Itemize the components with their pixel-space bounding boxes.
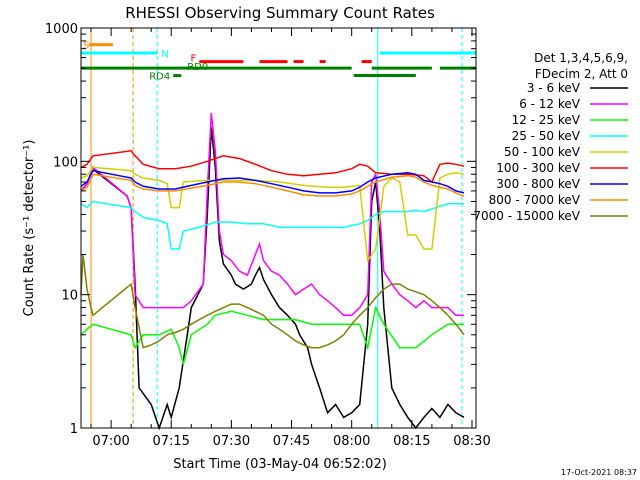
flag-label: S xyxy=(83,41,89,52)
series-line-8 xyxy=(80,254,465,349)
legend-label: 800 - 7000 keV xyxy=(489,193,581,207)
timestamp: 17-Oct-2021 08:37 xyxy=(561,468,637,477)
legend-items: 3 - 6 keV 6 - 12 keV 12 - 25 keV 25 - 50 ke… xyxy=(473,81,628,223)
series-line-4 xyxy=(80,166,465,263)
flag-label: RD0 xyxy=(187,62,208,73)
series-line-1 xyxy=(80,113,464,317)
series-line-2 xyxy=(80,305,464,365)
legend-label: 12 - 25 keV xyxy=(512,113,581,127)
chart-title: RHESSI Observing Summary Count Rates xyxy=(125,4,435,22)
x-tick-label: 08:00 xyxy=(333,434,370,449)
legend-label: 25 - 50 keV xyxy=(512,129,581,143)
legend-label: 3 - 6 keV xyxy=(527,81,581,95)
y-tick-label: 1 xyxy=(70,422,78,437)
legend-header-line: FDecim 2, Att 0 xyxy=(535,67,628,81)
x-axis: 07:00 07:15 07:30 07:45 08:00 08:15 08:30 xyxy=(90,28,491,449)
x-tick-label: 07:45 xyxy=(273,434,310,449)
vertical-markers xyxy=(90,28,463,428)
x-axis-label: Start Time (03-May-04 06:52:02) xyxy=(173,457,387,472)
legend: Det 1,3,4,5,6,9, FDecim 2, Att 0 3 - 6 k… xyxy=(473,51,628,223)
series-line-3 xyxy=(80,200,464,250)
series-line-0 xyxy=(80,127,465,431)
x-tick-label: 07:15 xyxy=(152,434,189,449)
series-line-6 xyxy=(80,169,465,194)
x-tick-label: 07:30 xyxy=(213,434,250,449)
series-line-5 xyxy=(80,150,465,184)
x-tick-label: 08:30 xyxy=(453,434,490,449)
y-tick-label: 100 xyxy=(53,155,78,170)
y-axis: 1 10 100 1000 xyxy=(45,22,476,437)
series-line-7 xyxy=(80,173,465,197)
flag-label: F xyxy=(191,54,197,65)
legend-label: 300 - 800 keV xyxy=(496,177,580,191)
legend-label: 7000 - 15000 keV xyxy=(473,209,580,223)
legend-label: 100 - 300 keV xyxy=(496,161,580,175)
flag-label: RD4 xyxy=(149,72,170,83)
legend-label: 6 - 12 keV xyxy=(519,97,581,111)
flag-label: N xyxy=(161,49,168,60)
legend-header-line: Det 1,3,4,5,6,9, xyxy=(534,51,628,65)
plot-frame xyxy=(80,27,477,429)
series-layer xyxy=(80,113,465,431)
legend-label: 50 - 100 keV xyxy=(504,145,581,159)
x-tick-label: 07:00 xyxy=(92,434,129,449)
y-tick-label: 1000 xyxy=(45,22,78,37)
y-tick-label: 10 xyxy=(61,289,78,304)
y-axis-label: Count Rate (s⁻¹ detector⁻¹) xyxy=(22,140,37,317)
x-tick-label: 08:15 xyxy=(393,434,430,449)
